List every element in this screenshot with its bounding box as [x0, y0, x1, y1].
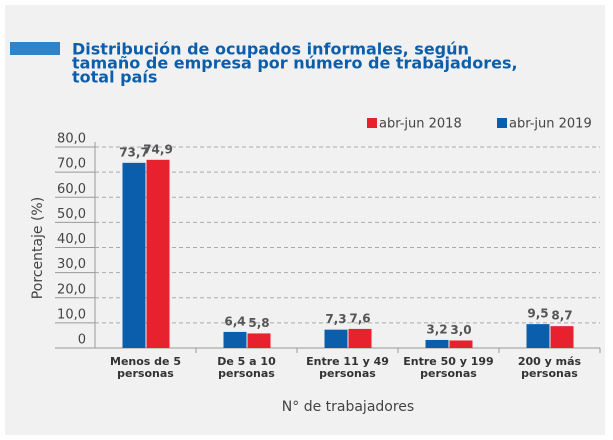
bar [324, 329, 348, 348]
value-label: 3,0 [450, 323, 471, 337]
x-tick-label: 200 y más [518, 355, 582, 368]
x-tick-label: personas [521, 367, 578, 380]
legend-swatch [367, 118, 377, 128]
x-tick-label: personas [117, 367, 174, 380]
y-tick-label: 0 [78, 333, 86, 348]
x-tick-label: Entre 50 y 199 [403, 355, 493, 368]
x-tick-label: personas [420, 367, 477, 380]
value-label: 3,2 [426, 322, 447, 336]
legend-label: abr-jun 2018 [379, 117, 462, 132]
x-tick-label: Entre 11 y 49 [306, 355, 389, 368]
value-label: 5,8 [248, 316, 269, 330]
chart-title: Distribución de ocupados informales, seg… [72, 40, 469, 59]
bar [425, 339, 449, 348]
value-label: 74,9 [143, 142, 173, 156]
bar [122, 162, 146, 348]
bar [247, 333, 271, 348]
y-axis-label: Porcentaje (%) [30, 197, 46, 299]
x-tick-label: personas [218, 367, 275, 380]
value-label: 6,4 [224, 314, 245, 328]
legend-swatch [497, 118, 507, 128]
value-label: 7,3 [325, 312, 346, 326]
y-tick-label: 10,0 [57, 307, 86, 322]
y-tick-label: 40,0 [57, 232, 86, 247]
chart-title: total país [72, 68, 157, 87]
y-tick-label: 50,0 [57, 207, 86, 222]
value-label: 73,7 [119, 145, 149, 159]
value-label: 9,5 [527, 307, 548, 321]
y-tick-label: 80,0 [57, 132, 86, 147]
x-tick-label: De 5 a 10 [217, 355, 276, 368]
value-label: 7,6 [349, 311, 370, 325]
bar [526, 324, 550, 348]
y-tick-label: 60,0 [57, 182, 86, 197]
value-label: 8,7 [551, 309, 572, 323]
x-tick-label: personas [319, 367, 376, 380]
bar [223, 331, 247, 348]
bar [449, 340, 473, 348]
bar [348, 328, 372, 348]
legend-label: abr-jun 2019 [509, 117, 592, 132]
chart-title: tamaño de empresa por número de trabajad… [72, 54, 518, 73]
x-axis-label: N° de trabajadores [282, 399, 414, 415]
bar [550, 326, 574, 348]
y-tick-label: 70,0 [57, 157, 86, 172]
bar [146, 159, 170, 348]
title-icon [10, 42, 60, 55]
y-tick-label: 30,0 [57, 257, 86, 272]
x-tick-label: Menos de 5 [110, 355, 181, 368]
panel [5, 5, 605, 435]
y-tick-label: 20,0 [57, 282, 86, 297]
